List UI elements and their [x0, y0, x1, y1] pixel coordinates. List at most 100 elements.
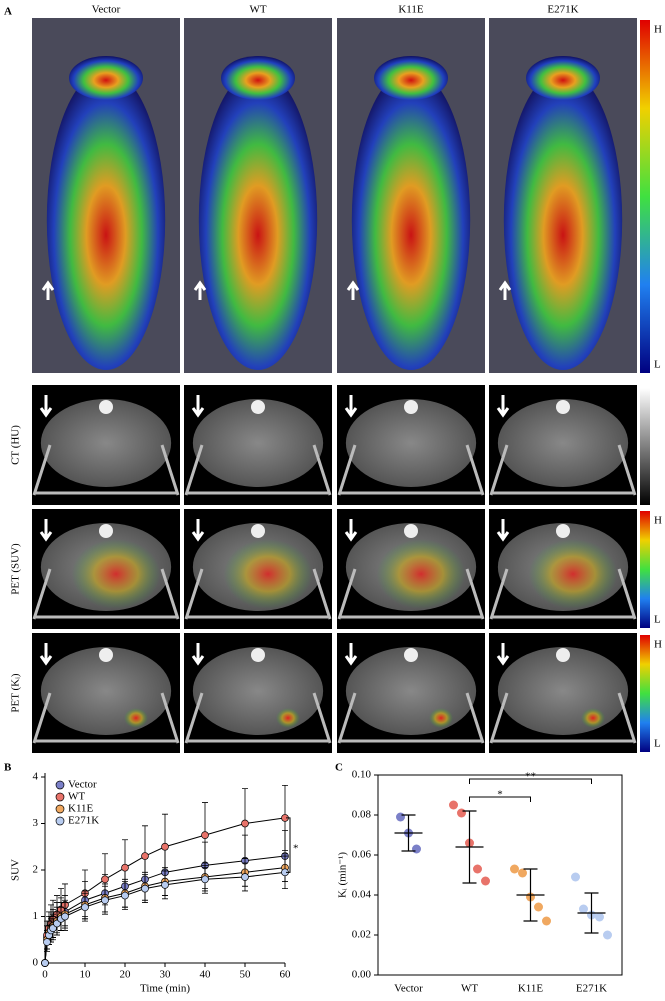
- scanner-bed: [337, 444, 485, 496]
- uptake: [581, 708, 605, 728]
- x-tick-label: 50: [240, 969, 252, 981]
- panel-label: C: [335, 762, 343, 774]
- sd-bar: [462, 810, 477, 884]
- row-label: CT (HU): [10, 425, 22, 465]
- spine: [404, 524, 418, 538]
- uptake: [124, 708, 148, 728]
- spine: [251, 400, 265, 414]
- data-point: [481, 876, 490, 886]
- arrow: [193, 280, 207, 300]
- legend-marker: [55, 816, 65, 826]
- spine: [99, 400, 113, 414]
- x-tick-label: 10: [80, 969, 92, 981]
- sd-bar: [523, 868, 538, 922]
- data-point: [518, 868, 527, 878]
- scanner-bed: [184, 692, 332, 744]
- spine: [404, 648, 418, 662]
- data-point: [101, 875, 109, 884]
- data-point: [396, 812, 405, 822]
- x-tick-label: 20: [120, 969, 132, 981]
- color-scale: [640, 635, 650, 752]
- x-tick-label: WT: [461, 983, 478, 995]
- y-tick-label: 4: [33, 771, 39, 783]
- uptake: [71, 539, 161, 609]
- spine: [556, 400, 570, 414]
- x-tick-label: 0: [42, 969, 48, 981]
- arrow: [41, 280, 55, 300]
- column-label: K11E: [398, 4, 424, 16]
- scanner-bed: [489, 444, 637, 496]
- y-tick-label: 1: [33, 910, 39, 922]
- scanner-bed: [489, 692, 637, 744]
- spine: [99, 524, 113, 538]
- body-signal: [46, 70, 166, 370]
- y-tick-label: 0.06: [352, 849, 372, 861]
- uptake: [376, 539, 466, 609]
- significance: **: [525, 771, 536, 783]
- x-tick-label: 30: [160, 969, 172, 981]
- arrow: [191, 519, 205, 542]
- head-signal: [221, 56, 295, 100]
- spine: [251, 648, 265, 662]
- arrow: [344, 395, 358, 418]
- row-label: PET (Kᵢ): [10, 673, 22, 713]
- scale-low: L: [654, 614, 661, 626]
- color-scale: [640, 388, 650, 505]
- data-point: [43, 938, 51, 946]
- data-point: [161, 881, 169, 889]
- arrow: [496, 519, 510, 542]
- data-point: [41, 959, 49, 967]
- data-point: [241, 819, 249, 828]
- data-point: [101, 896, 109, 905]
- arrow: [39, 519, 53, 542]
- data-point: [412, 844, 421, 854]
- scale-high: H: [654, 24, 662, 36]
- data-point: [141, 884, 149, 893]
- significance: *: [497, 789, 503, 801]
- uptake: [528, 539, 618, 609]
- uptake: [276, 708, 300, 728]
- frame: [377, 774, 623, 976]
- arrow: [496, 643, 510, 666]
- bracket: [286, 817, 291, 873]
- body-slice: [40, 399, 172, 487]
- arrow: [346, 280, 360, 300]
- data-point: [141, 852, 149, 860]
- spine: [404, 400, 418, 414]
- uptake: [223, 539, 313, 609]
- uptake: [429, 708, 453, 728]
- scanner-bed: [184, 568, 332, 620]
- scanner-bed: [337, 692, 485, 744]
- y-tick-label: 0.08: [352, 809, 372, 821]
- data-point: [121, 863, 129, 872]
- head-signal: [374, 56, 448, 100]
- legend-label: E271K: [68, 815, 99, 827]
- body-slice: [497, 399, 629, 487]
- y-tick-label: 2: [33, 864, 39, 876]
- x-axis-label: Time (min): [140, 983, 190, 995]
- arrow: [496, 395, 510, 418]
- bracket: [469, 796, 531, 802]
- column-label: Vector: [92, 4, 121, 16]
- data-point: [61, 912, 69, 921]
- y-tick-label: 3: [33, 817, 39, 829]
- arrow: [39, 395, 53, 418]
- data-point: [510, 864, 519, 874]
- legend-marker: [55, 780, 65, 790]
- scale-low: L: [654, 738, 661, 750]
- x-tick-label: E271K: [576, 983, 607, 995]
- data-point: [161, 842, 169, 851]
- scanner-bed: [337, 568, 485, 620]
- legend-label: Vector: [68, 779, 97, 791]
- data-point: [571, 872, 580, 882]
- data-point: [473, 864, 482, 874]
- data-point: [201, 875, 209, 884]
- y-tick-label: 0.00: [352, 969, 372, 981]
- body-slice: [192, 399, 324, 487]
- head-signal: [69, 56, 143, 100]
- y-tick-label: 0.04: [352, 889, 372, 901]
- arrow: [498, 280, 512, 300]
- legend-label: WT: [68, 791, 85, 803]
- color-scale: [640, 511, 650, 628]
